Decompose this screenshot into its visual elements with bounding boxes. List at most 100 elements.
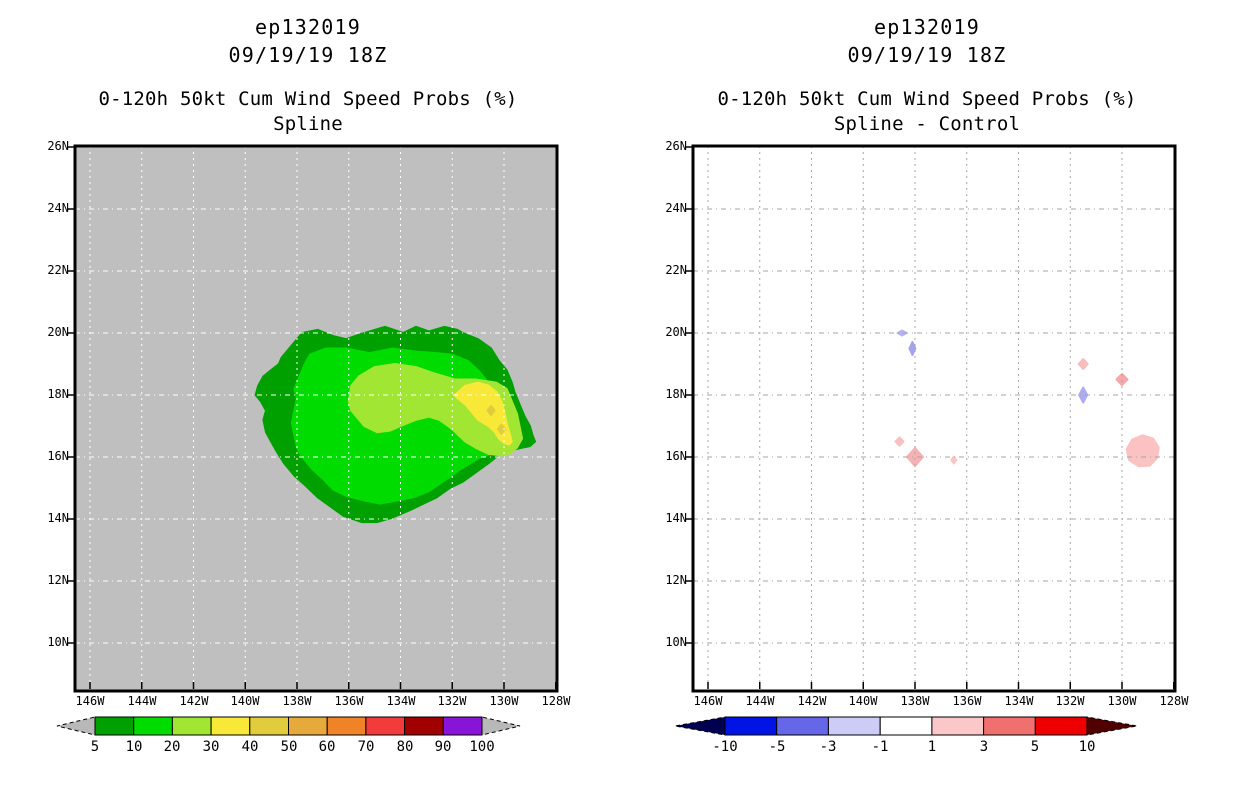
lon-tick-label: 136W (952, 694, 982, 708)
lon-tick-label: 128W (541, 694, 571, 708)
colorbar-box (133, 716, 173, 736)
lat-tick-label: 16N (665, 449, 687, 463)
colorbar-label: 50 (280, 739, 298, 755)
lon-tick-label: 134W (1004, 694, 1034, 708)
lon-tick-label: 128W (1159, 694, 1189, 708)
lat-tick-label: 14N (47, 511, 69, 525)
lon-tick-label: 146W (693, 694, 723, 708)
map-frame (691, 144, 1177, 693)
lon-tick-label: 130W (1107, 694, 1137, 708)
lon-tick-label: 140W (848, 694, 878, 708)
lat-tick-label: 14N (665, 511, 687, 525)
lat-tick-label: 12N (47, 573, 69, 587)
right-panel-subtitle: 0-120h 50kt Cum Wind Speed Probs (%) (717, 88, 1137, 110)
colorbar-label: 90 (434, 739, 452, 755)
colorbar-label: -3 (819, 739, 837, 755)
lat-tick-label: 24N (47, 201, 69, 215)
diff-anomaly-positive (894, 436, 905, 447)
right-panel-init-time: 09/19/19 18Z (847, 43, 1007, 67)
colorbar-box (776, 716, 829, 736)
diff-anomaly-positive (950, 455, 958, 465)
diff-anomaly-negative (896, 329, 908, 337)
colorbar-box (94, 716, 135, 736)
diff-anomaly-negative (1078, 386, 1089, 404)
lon-tick-label: 130W (489, 694, 519, 708)
diff-anomaly-positive (1077, 358, 1089, 370)
colorbar-label: 3 (979, 739, 989, 755)
lon-tick-label: 134W (386, 694, 416, 708)
colorbar-box (326, 716, 367, 736)
colorbar-box (171, 716, 212, 736)
colorbar-box (827, 716, 881, 736)
colorbar-box (365, 716, 406, 736)
colorbar-box (1034, 716, 1088, 736)
colorbar-over-arrow (481, 716, 521, 736)
colorbar-label: 70 (357, 739, 375, 755)
prob-contour-40pct-spot (486, 405, 496, 416)
colorbar-box (288, 716, 328, 736)
colorbar-box (931, 716, 985, 736)
lat-tick-label: 12N (665, 573, 687, 587)
lon-tick-label: 144W (745, 694, 775, 708)
colorbar-label: 100 (469, 739, 495, 755)
colorbar-label: 40 (241, 739, 259, 755)
colorbar-box (442, 716, 483, 736)
lat-tick-label: 20N (47, 325, 69, 339)
colorbar-over-arrow (1086, 716, 1138, 736)
right-panel-storm-id: ep132019 (874, 15, 980, 39)
lat-tick-label: 22N (47, 263, 69, 277)
diff-anomaly-positive (1125, 434, 1160, 468)
colorbar-label: 10 (125, 739, 143, 755)
colorbar-label: -10 (712, 739, 738, 755)
colorbar-label: 5 (90, 739, 100, 755)
left-panel-storm-id: ep132019 (255, 15, 361, 39)
colorbar-label: 20 (163, 739, 181, 755)
lat-tick-label: 18N (665, 387, 687, 401)
left-panel-init-time: 09/19/19 18Z (228, 43, 388, 67)
colorbar-label: 80 (396, 739, 414, 755)
lon-tick-label: 140W (230, 694, 260, 708)
map-frame (73, 144, 559, 693)
colorbar-label: 30 (202, 739, 220, 755)
colorbar-label: -5 (768, 739, 786, 755)
colorbar-box (249, 716, 290, 736)
lat-tick-label: 24N (665, 201, 687, 215)
colorbar-box (724, 716, 778, 736)
lat-tick-label: 26N (665, 139, 687, 153)
colorbar-label: 60 (318, 739, 336, 755)
lat-tick-label: 22N (665, 263, 687, 277)
colorbar-label: -1 (871, 739, 889, 755)
lon-tick-label: 138W (900, 694, 930, 708)
colorbar-box (879, 716, 933, 736)
lat-tick-label: 26N (47, 139, 69, 153)
left-panel-subtitle: 0-120h 50kt Cum Wind Speed Probs (%) (98, 88, 518, 110)
colorbar-box (983, 716, 1036, 736)
lon-tick-label: 144W (127, 694, 157, 708)
diff-anomaly-negative (908, 341, 917, 356)
lon-tick-label: 146W (75, 694, 105, 708)
lon-tick-label: 142W (179, 694, 209, 708)
left-panel-method: Spline (273, 113, 343, 135)
lat-tick-label: 16N (47, 449, 69, 463)
colorbar-under-arrow (56, 716, 96, 736)
lon-tick-label: 132W (437, 694, 467, 708)
lat-tick-label: 10N (665, 635, 687, 649)
lat-tick-label: 20N (665, 325, 687, 339)
lon-tick-label: 136W (334, 694, 364, 708)
colorbar-label: 10 (1078, 739, 1096, 755)
colorbar-box (404, 716, 444, 736)
colorbar-label: 5 (1030, 739, 1040, 755)
lat-tick-label: 10N (47, 635, 69, 649)
right-panel-method: Spline - Control (833, 113, 1021, 135)
lon-tick-label: 138W (282, 694, 312, 708)
colorbar-box (210, 716, 251, 736)
diff-anomaly-positive (1115, 373, 1129, 386)
colorbar-under-arrow (674, 716, 726, 736)
lon-tick-label: 132W (1055, 694, 1085, 708)
map-background (693, 146, 1175, 691)
prob-contour-40pct-spot (496, 423, 506, 435)
lat-tick-label: 18N (47, 387, 69, 401)
lon-tick-label: 142W (797, 694, 827, 708)
